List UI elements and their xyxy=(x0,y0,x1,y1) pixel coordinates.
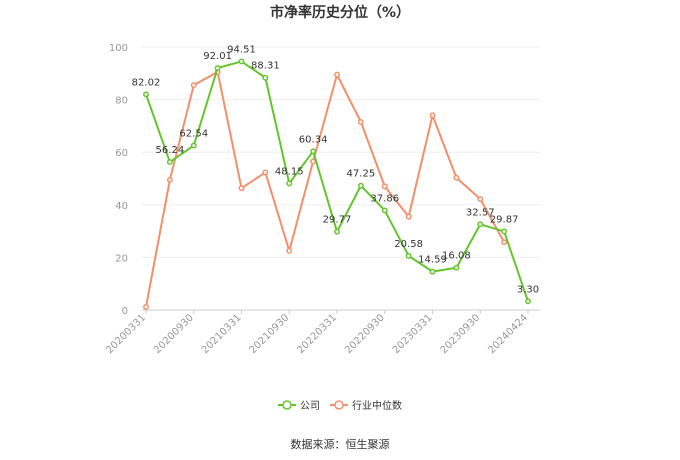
x-tick-label: 20220930 xyxy=(343,312,387,356)
source-note: 数据来源：恒生聚源 xyxy=(291,437,390,451)
series-layer xyxy=(143,58,531,310)
y-tick-label: 0 xyxy=(122,306,128,317)
data-point[interactable] xyxy=(190,82,197,89)
data-point[interactable] xyxy=(166,176,173,183)
data-label: 92.01 xyxy=(203,51,232,62)
x-axis-ticks: 20200331 20200930 20210331 20210930 20220331… xyxy=(104,310,530,356)
data-point[interactable] xyxy=(262,169,269,176)
data-point[interactable] xyxy=(286,180,293,187)
x-tick-label: 20230331 xyxy=(391,312,435,356)
data-label: 60.34 xyxy=(299,134,328,145)
data-point[interactable] xyxy=(143,303,149,310)
x-tick-label: 20200930 xyxy=(152,312,196,356)
data-label: 47.25 xyxy=(347,169,376,180)
chart-title: 市净率历史分位（%） xyxy=(270,4,410,21)
legend[interactable]: 公司 行业中位数 xyxy=(278,399,402,412)
data-label: 14.59 xyxy=(418,255,447,266)
data-label: 37.86 xyxy=(370,193,399,204)
data-point[interactable] xyxy=(190,142,197,149)
data-label: 20.58 xyxy=(394,239,423,250)
data-point[interactable] xyxy=(405,213,412,220)
data-point[interactable] xyxy=(214,65,221,71)
legend-marker xyxy=(282,400,292,410)
data-label: 29.87 xyxy=(490,214,519,225)
data-label: 16.08 xyxy=(442,251,471,262)
y-tick-label: 40 xyxy=(115,201,128,212)
y-axis-ticks: 0 20 40 60 80 100 xyxy=(109,43,128,317)
series-line xyxy=(145,60,529,302)
data-point[interactable] xyxy=(238,58,245,65)
data-label: 88.31 xyxy=(251,61,280,72)
data-point[interactable] xyxy=(381,183,388,190)
data-point[interactable] xyxy=(453,174,460,181)
legend-label: 公司 xyxy=(300,401,320,412)
data-point[interactable] xyxy=(525,298,531,305)
x-tick-label: 20210930 xyxy=(248,312,292,356)
data-label: 29.77 xyxy=(323,215,352,226)
data-label: 82.02 xyxy=(132,77,161,88)
data-point[interactable] xyxy=(310,148,317,155)
data-point[interactable] xyxy=(501,239,508,246)
data-point[interactable] xyxy=(357,119,364,125)
data-label: 62.54 xyxy=(179,129,208,140)
legend-item[interactable]: 公司 xyxy=(278,400,320,412)
data-point[interactable] xyxy=(334,71,340,78)
x-tick-label: 20230930 xyxy=(439,312,483,356)
data-point[interactable] xyxy=(429,268,436,275)
y-tick-label: 80 xyxy=(115,96,128,107)
data-label: 56.24 xyxy=(156,145,185,156)
x-tick-label: 20200331 xyxy=(104,312,148,356)
data-point[interactable] xyxy=(166,159,173,166)
data-label: 48.15 xyxy=(275,166,304,177)
data-point[interactable] xyxy=(429,112,436,119)
y-tick-label: 60 xyxy=(115,148,128,159)
data-point[interactable] xyxy=(501,228,508,235)
data-point[interactable] xyxy=(286,247,293,254)
data-point[interactable] xyxy=(357,182,364,189)
data-label: 32.57 xyxy=(466,207,495,218)
x-tick-label: 20210331 xyxy=(200,312,244,356)
data-point[interactable] xyxy=(262,74,269,81)
data-point[interactable] xyxy=(477,221,484,228)
y-tick-label: 20 xyxy=(115,253,128,264)
data-point[interactable] xyxy=(453,264,460,271)
data-label: 3.30 xyxy=(517,284,539,295)
data-label: 94.51 xyxy=(227,44,256,55)
data-point[interactable] xyxy=(405,252,412,259)
x-tick-label: 20240424 xyxy=(486,312,530,356)
y-tick-label: 100 xyxy=(109,43,128,54)
data-point[interactable] xyxy=(381,207,388,214)
x-tick-label: 20220331 xyxy=(295,312,339,356)
grid xyxy=(142,46,540,311)
data-point[interactable] xyxy=(238,185,245,192)
data-point[interactable] xyxy=(477,196,484,202)
legend-marker xyxy=(334,400,344,410)
data-point[interactable] xyxy=(143,91,149,98)
series-line xyxy=(145,70,505,308)
legend-label: 行业中位数 xyxy=(352,399,402,412)
legend-item[interactable]: 行业中位数 xyxy=(330,399,402,412)
data-point[interactable] xyxy=(334,228,340,235)
